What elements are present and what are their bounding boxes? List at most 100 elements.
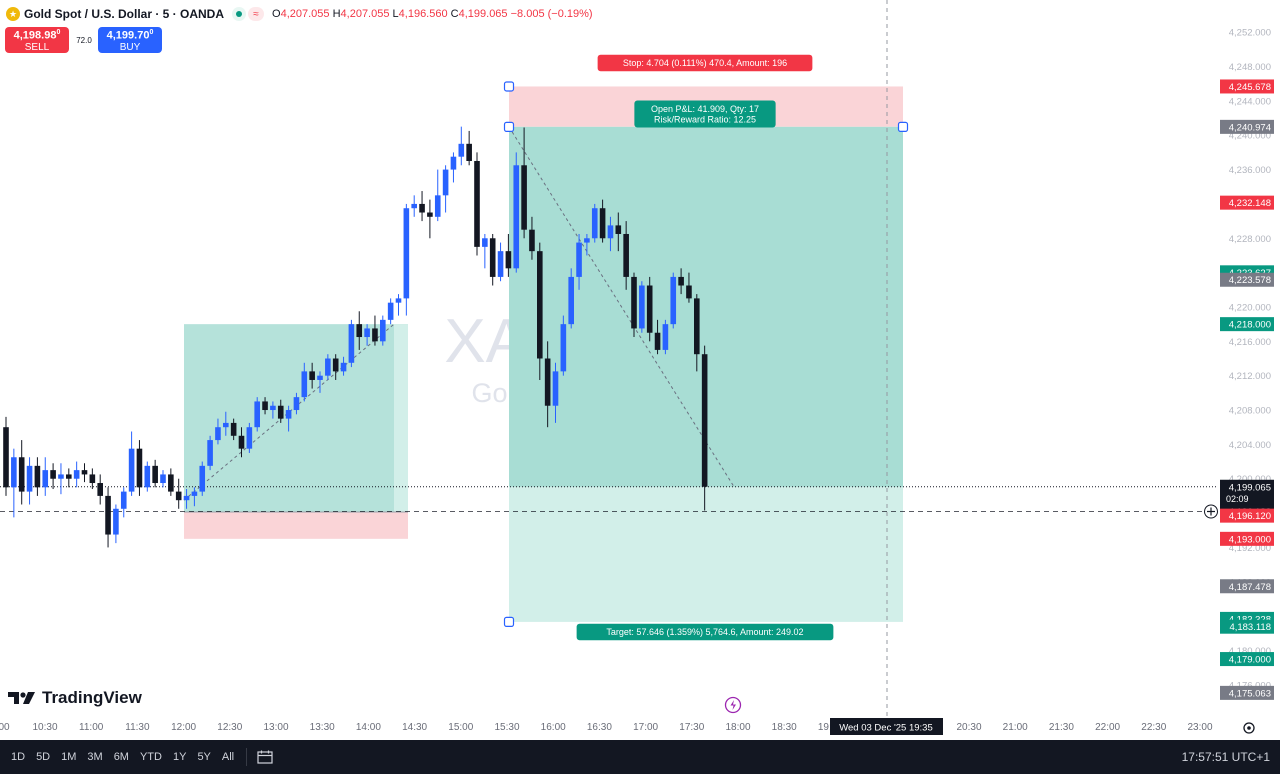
candle-body (18, 457, 25, 492)
candle (128, 431, 135, 496)
stop-label-text: Stop: 4.704 (0.111%) 470.4, Amount: 196 (623, 58, 787, 68)
time-tick: 20:30 (956, 722, 981, 733)
candle (89, 468, 96, 490)
buy-label: BUY (119, 41, 141, 53)
lightning-circle (724, 696, 742, 714)
price-tick: 4,200.000 (1229, 474, 1271, 485)
ohlc-c-label: C (450, 8, 459, 20)
timeframe-5d[interactable]: 5D (36, 751, 51, 763)
status-pill[interactable]: ≈ (232, 7, 265, 21)
target-handle[interactable] (503, 616, 515, 627)
candle-body (144, 465, 151, 488)
candle (152, 459, 158, 488)
timeframe-ytd[interactable]: YTD (139, 751, 162, 763)
candle-body (152, 465, 158, 484)
target-label-text: Target: 57.646 (1.359%) 5,764.6, Amount:… (606, 627, 803, 637)
candle-body (489, 238, 496, 277)
candle (183, 489, 190, 509)
candle (474, 152, 480, 256)
price-tag: 4,175.063 (1220, 685, 1274, 700)
price-tag-bg (1220, 685, 1274, 700)
candle (160, 470, 166, 488)
candle (489, 233, 496, 286)
candle-body (466, 143, 472, 161)
utc-clock[interactable]: 17:57:51 UTC+1 (1181, 750, 1270, 764)
price-tag: 4,179.000 (1220, 652, 1274, 667)
candle-body (356, 324, 363, 338)
buy-button[interactable]: 4,199.700 BUY (98, 27, 162, 53)
price-tag: 4,245.678 (1220, 79, 1274, 94)
price-tag-text: 4,199.065 (1229, 482, 1271, 493)
date-range-icon[interactable] (257, 750, 273, 764)
time-tick: 21:30 (1049, 722, 1074, 733)
lightning-icon[interactable] (724, 696, 742, 714)
price-tick: 4,220.000 (1229, 302, 1271, 313)
timeframe-1d[interactable]: 1D (11, 751, 26, 763)
time-tick: 21:00 (1003, 722, 1028, 733)
timeframe-3m[interactable]: 3M (87, 751, 103, 763)
tradingview-logo[interactable]: TradingView (8, 688, 142, 708)
candle (73, 461, 80, 488)
price-tag-text: 4,232.148 (1229, 198, 1271, 209)
candle-body (427, 212, 433, 217)
price-tag-text: 4,175.063 (1229, 688, 1271, 699)
candle (97, 474, 103, 505)
candle (458, 126, 465, 166)
time-tick: 10:30 (32, 722, 57, 733)
price-tag-bg (1220, 579, 1274, 594)
price-tag-text: 4,218.000 (1229, 320, 1271, 331)
open-pnl-label-text: Risk/Reward Ratio: 12.25 (654, 114, 756, 124)
wave-icon: ≈ (248, 7, 265, 21)
candle-body (207, 440, 213, 466)
timeframe-all[interactable]: All (221, 751, 235, 763)
candle-body (513, 165, 520, 269)
candle (3, 416, 9, 496)
entry-handle[interactable] (503, 121, 515, 132)
ohlc-h-label: H (332, 8, 341, 20)
price-tag-text: 4,179.000 (1229, 655, 1271, 666)
price-tag: 4,187.478 (1220, 579, 1274, 594)
candle-body (238, 435, 245, 449)
crosshair-plus-icon[interactable] (1204, 504, 1218, 519)
candle (120, 487, 127, 518)
long-position-profit-zone (184, 324, 408, 513)
time-tick: 23:00 (1187, 722, 1212, 733)
candle (411, 195, 417, 217)
gear-ring (1243, 722, 1255, 734)
sell-button[interactable]: 4,198.980 SELL (5, 27, 69, 53)
candle-body (325, 358, 331, 376)
timeframe-1m[interactable]: 1M (61, 751, 77, 763)
candle-body (270, 405, 276, 411)
timeframe-6m[interactable]: 6M (113, 751, 129, 763)
symbol-title[interactable]: Gold Spot / U.S. Dollar · 5 · OANDA (24, 7, 225, 21)
candle-body (474, 160, 480, 247)
entry-right-handle[interactable] (897, 121, 909, 132)
settings-gear-icon[interactable] (1243, 722, 1255, 734)
candle-body (521, 165, 527, 230)
crosshair-plus-mark (1207, 507, 1215, 516)
ohlc-open: 4,207.055 (280, 8, 330, 20)
symbol-legend: ★ Gold Spot / U.S. Dollar · 5 · OANDA ≈ … (6, 5, 593, 23)
candle-body (317, 375, 323, 380)
timeframe-5y[interactable]: 5Y (197, 751, 211, 763)
stop-handle[interactable] (503, 81, 515, 92)
candle-body (560, 324, 567, 372)
sell-price: 4,198.98 (13, 29, 57, 42)
candle-body (97, 483, 103, 496)
price-tag-bg (1220, 195, 1274, 210)
candle-body (183, 495, 190, 501)
candle (403, 203, 410, 316)
timeframe-1y[interactable]: 1Y (172, 751, 187, 763)
candle (537, 242, 543, 380)
candle-body (670, 276, 677, 325)
candle (168, 468, 174, 496)
candle-body (568, 276, 574, 325)
candle (26, 457, 33, 505)
price-chart[interactable]: XAUUSD, 5Gold Spot / U.S. DollarStop: 4.… (0, 0, 1280, 740)
candle-body (419, 203, 425, 213)
candle-body (89, 474, 96, 484)
time-tick: 17:00 (633, 722, 658, 733)
